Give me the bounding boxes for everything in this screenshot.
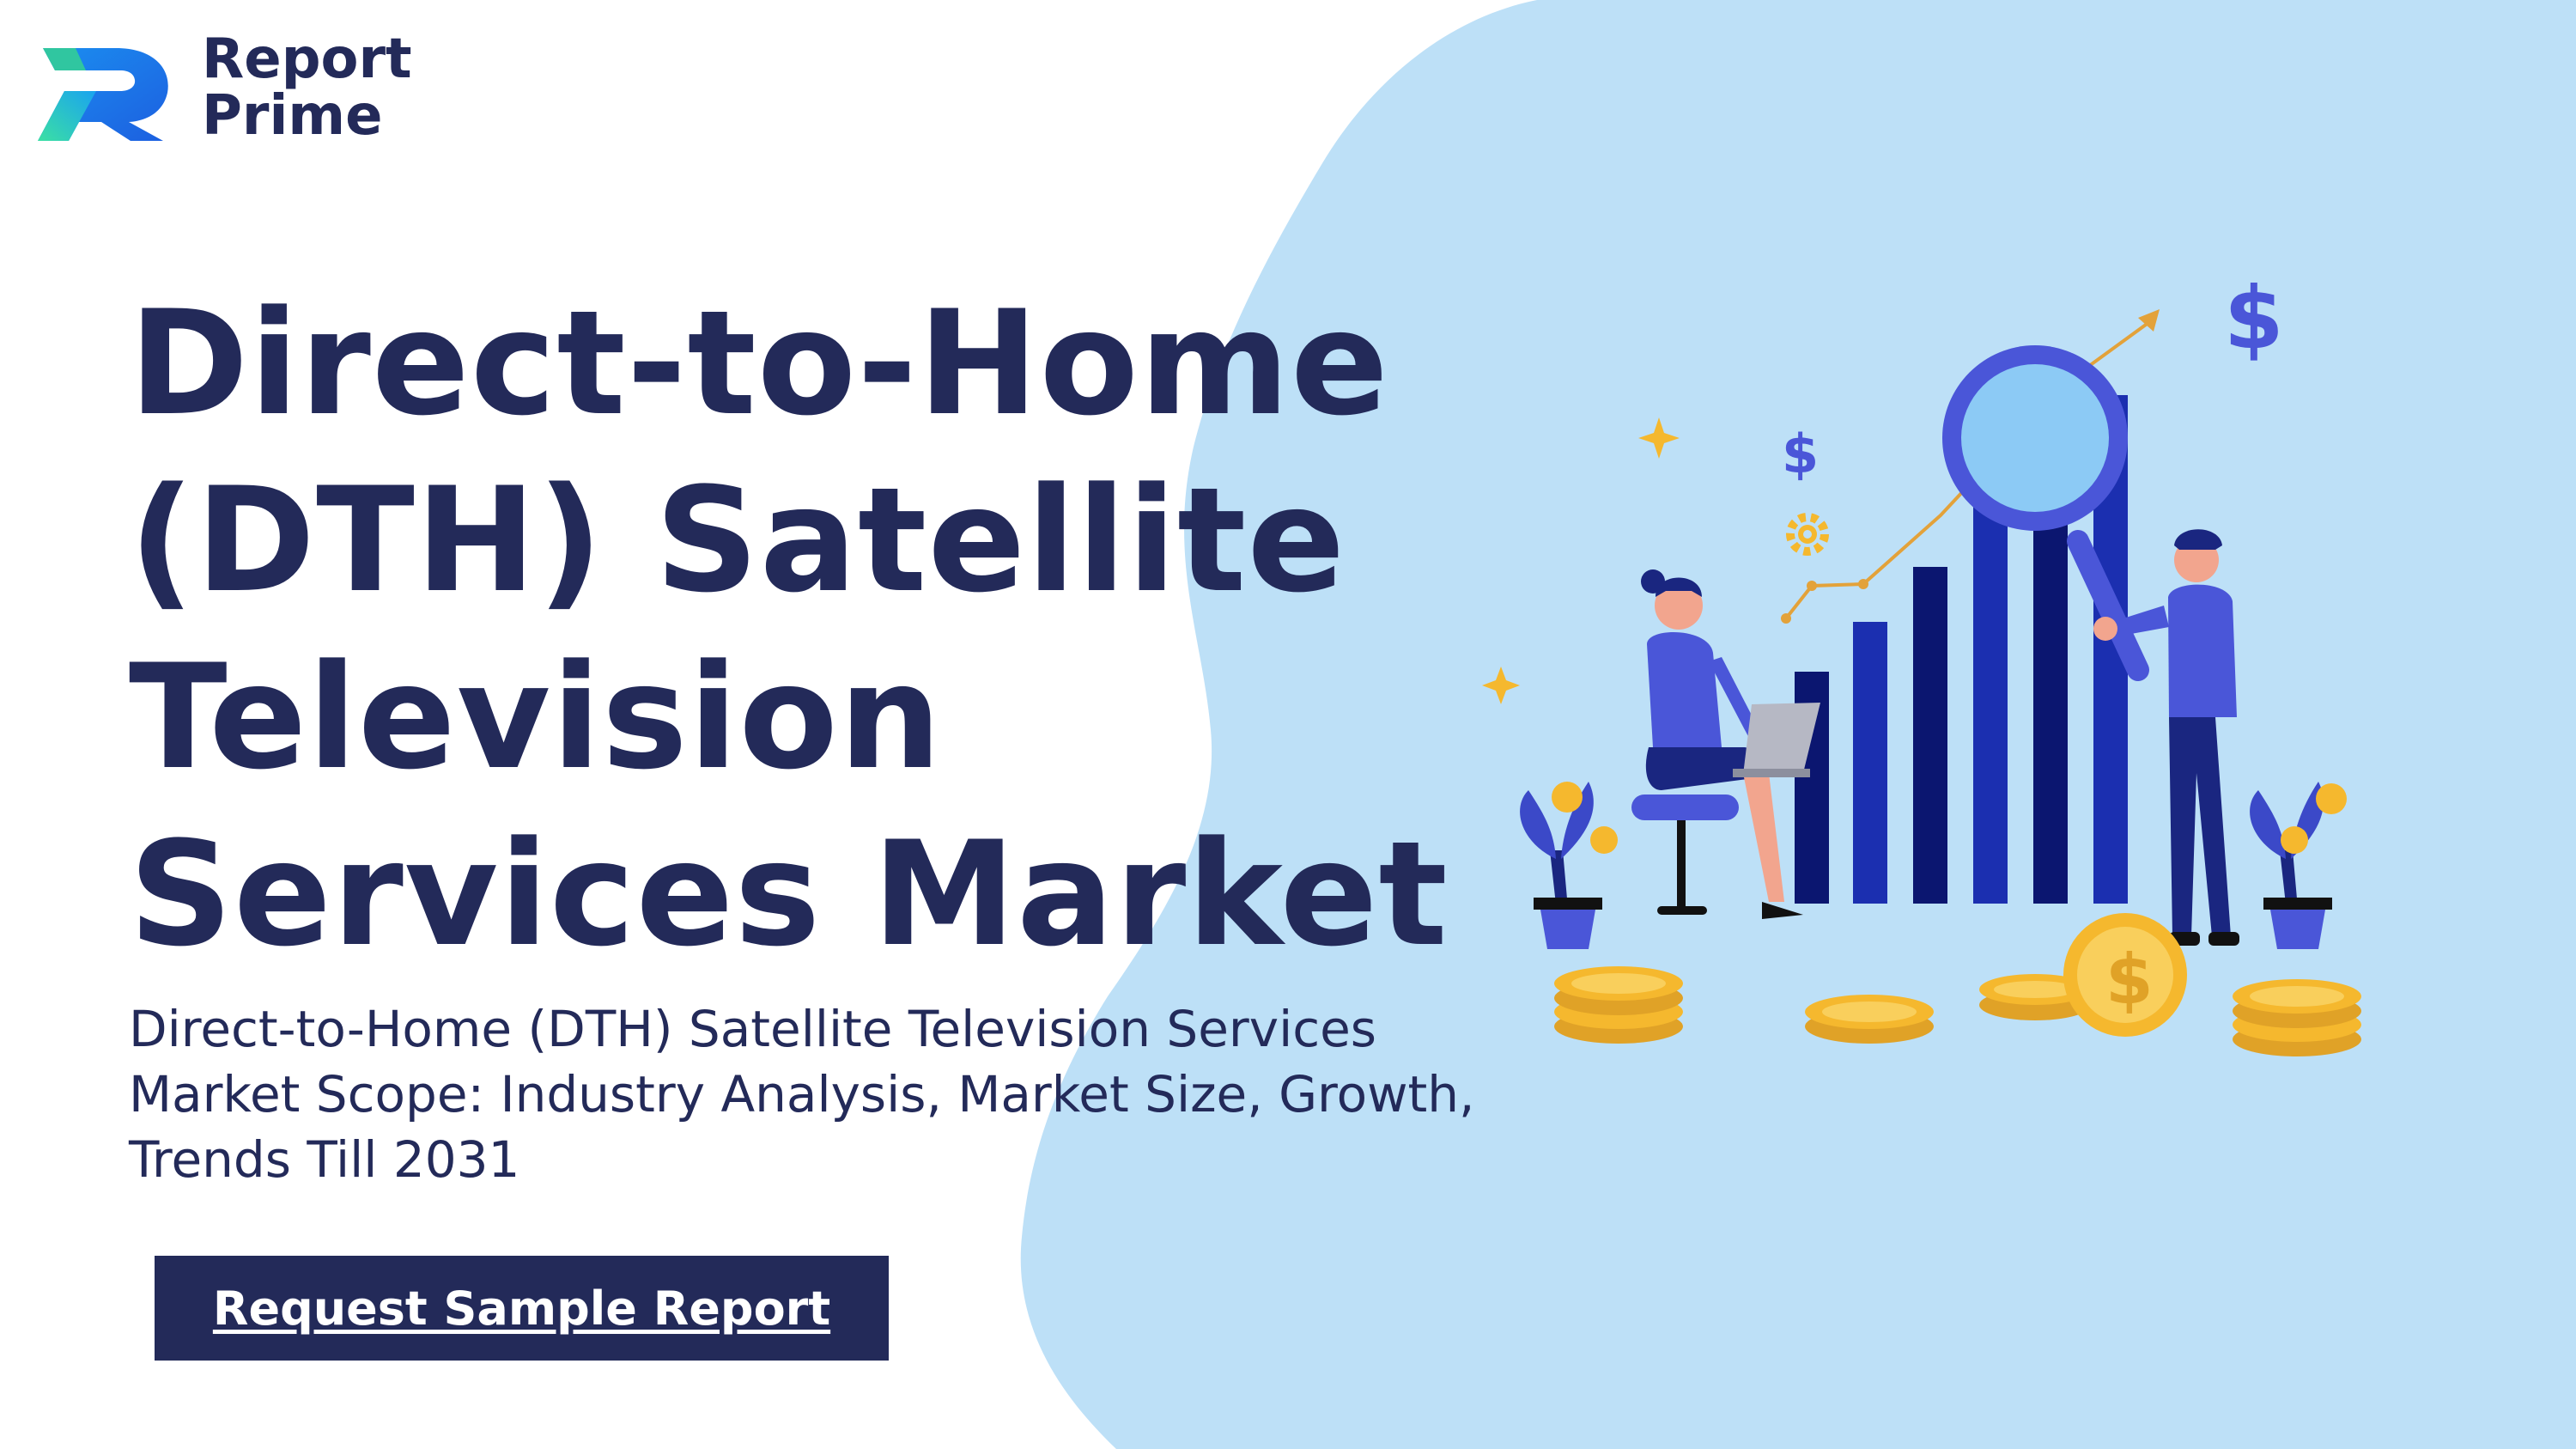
- request-sample-report-button[interactable]: Request Sample Report: [155, 1256, 889, 1361]
- brand-name-line1: Report: [202, 27, 412, 91]
- brand-logo[interactable]: Report Prime: [34, 31, 429, 151]
- svg-text:$: $: [2105, 940, 2154, 1020]
- coin-stack-icon-3: $: [1979, 913, 2187, 1037]
- gear-icon: [1786, 513, 1829, 556]
- market-analysis-illustration: $ $: [1482, 268, 2361, 1056]
- page-title: Direct-to-Home (DTH) Satellite Televisio…: [129, 279, 1449, 978]
- report-prime-logo-icon: [38, 48, 168, 141]
- plant-pot-icon-right: [2250, 782, 2347, 949]
- sparkle-icon: [1638, 417, 1680, 459]
- request-sample-report-label: Request Sample Report: [212, 1281, 831, 1336]
- magnifier-icon: [1942, 345, 2149, 681]
- woman-with-laptop-icon: [1631, 569, 1820, 919]
- brand-name-line2: Prime: [202, 84, 383, 148]
- dollar-sign-icon-small: $: [1782, 423, 1819, 485]
- coin-stack-icon-2: [1805, 995, 1934, 1044]
- page-subtitle: Direct-to-Home (DTH) Satellite Televisio…: [129, 1000, 1475, 1189]
- plant-pot-icon: [1520, 782, 1618, 949]
- brand-name: Report Prime: [202, 31, 412, 144]
- sparkle-icon-2: [1482, 667, 1520, 704]
- coin-stack-icon: [1554, 966, 1683, 1044]
- coin-stack-icon-4: [2233, 979, 2361, 1056]
- dollar-sign-icon: $: [2224, 268, 2284, 368]
- man-with-magnifier-icon: [2093, 529, 2239, 946]
